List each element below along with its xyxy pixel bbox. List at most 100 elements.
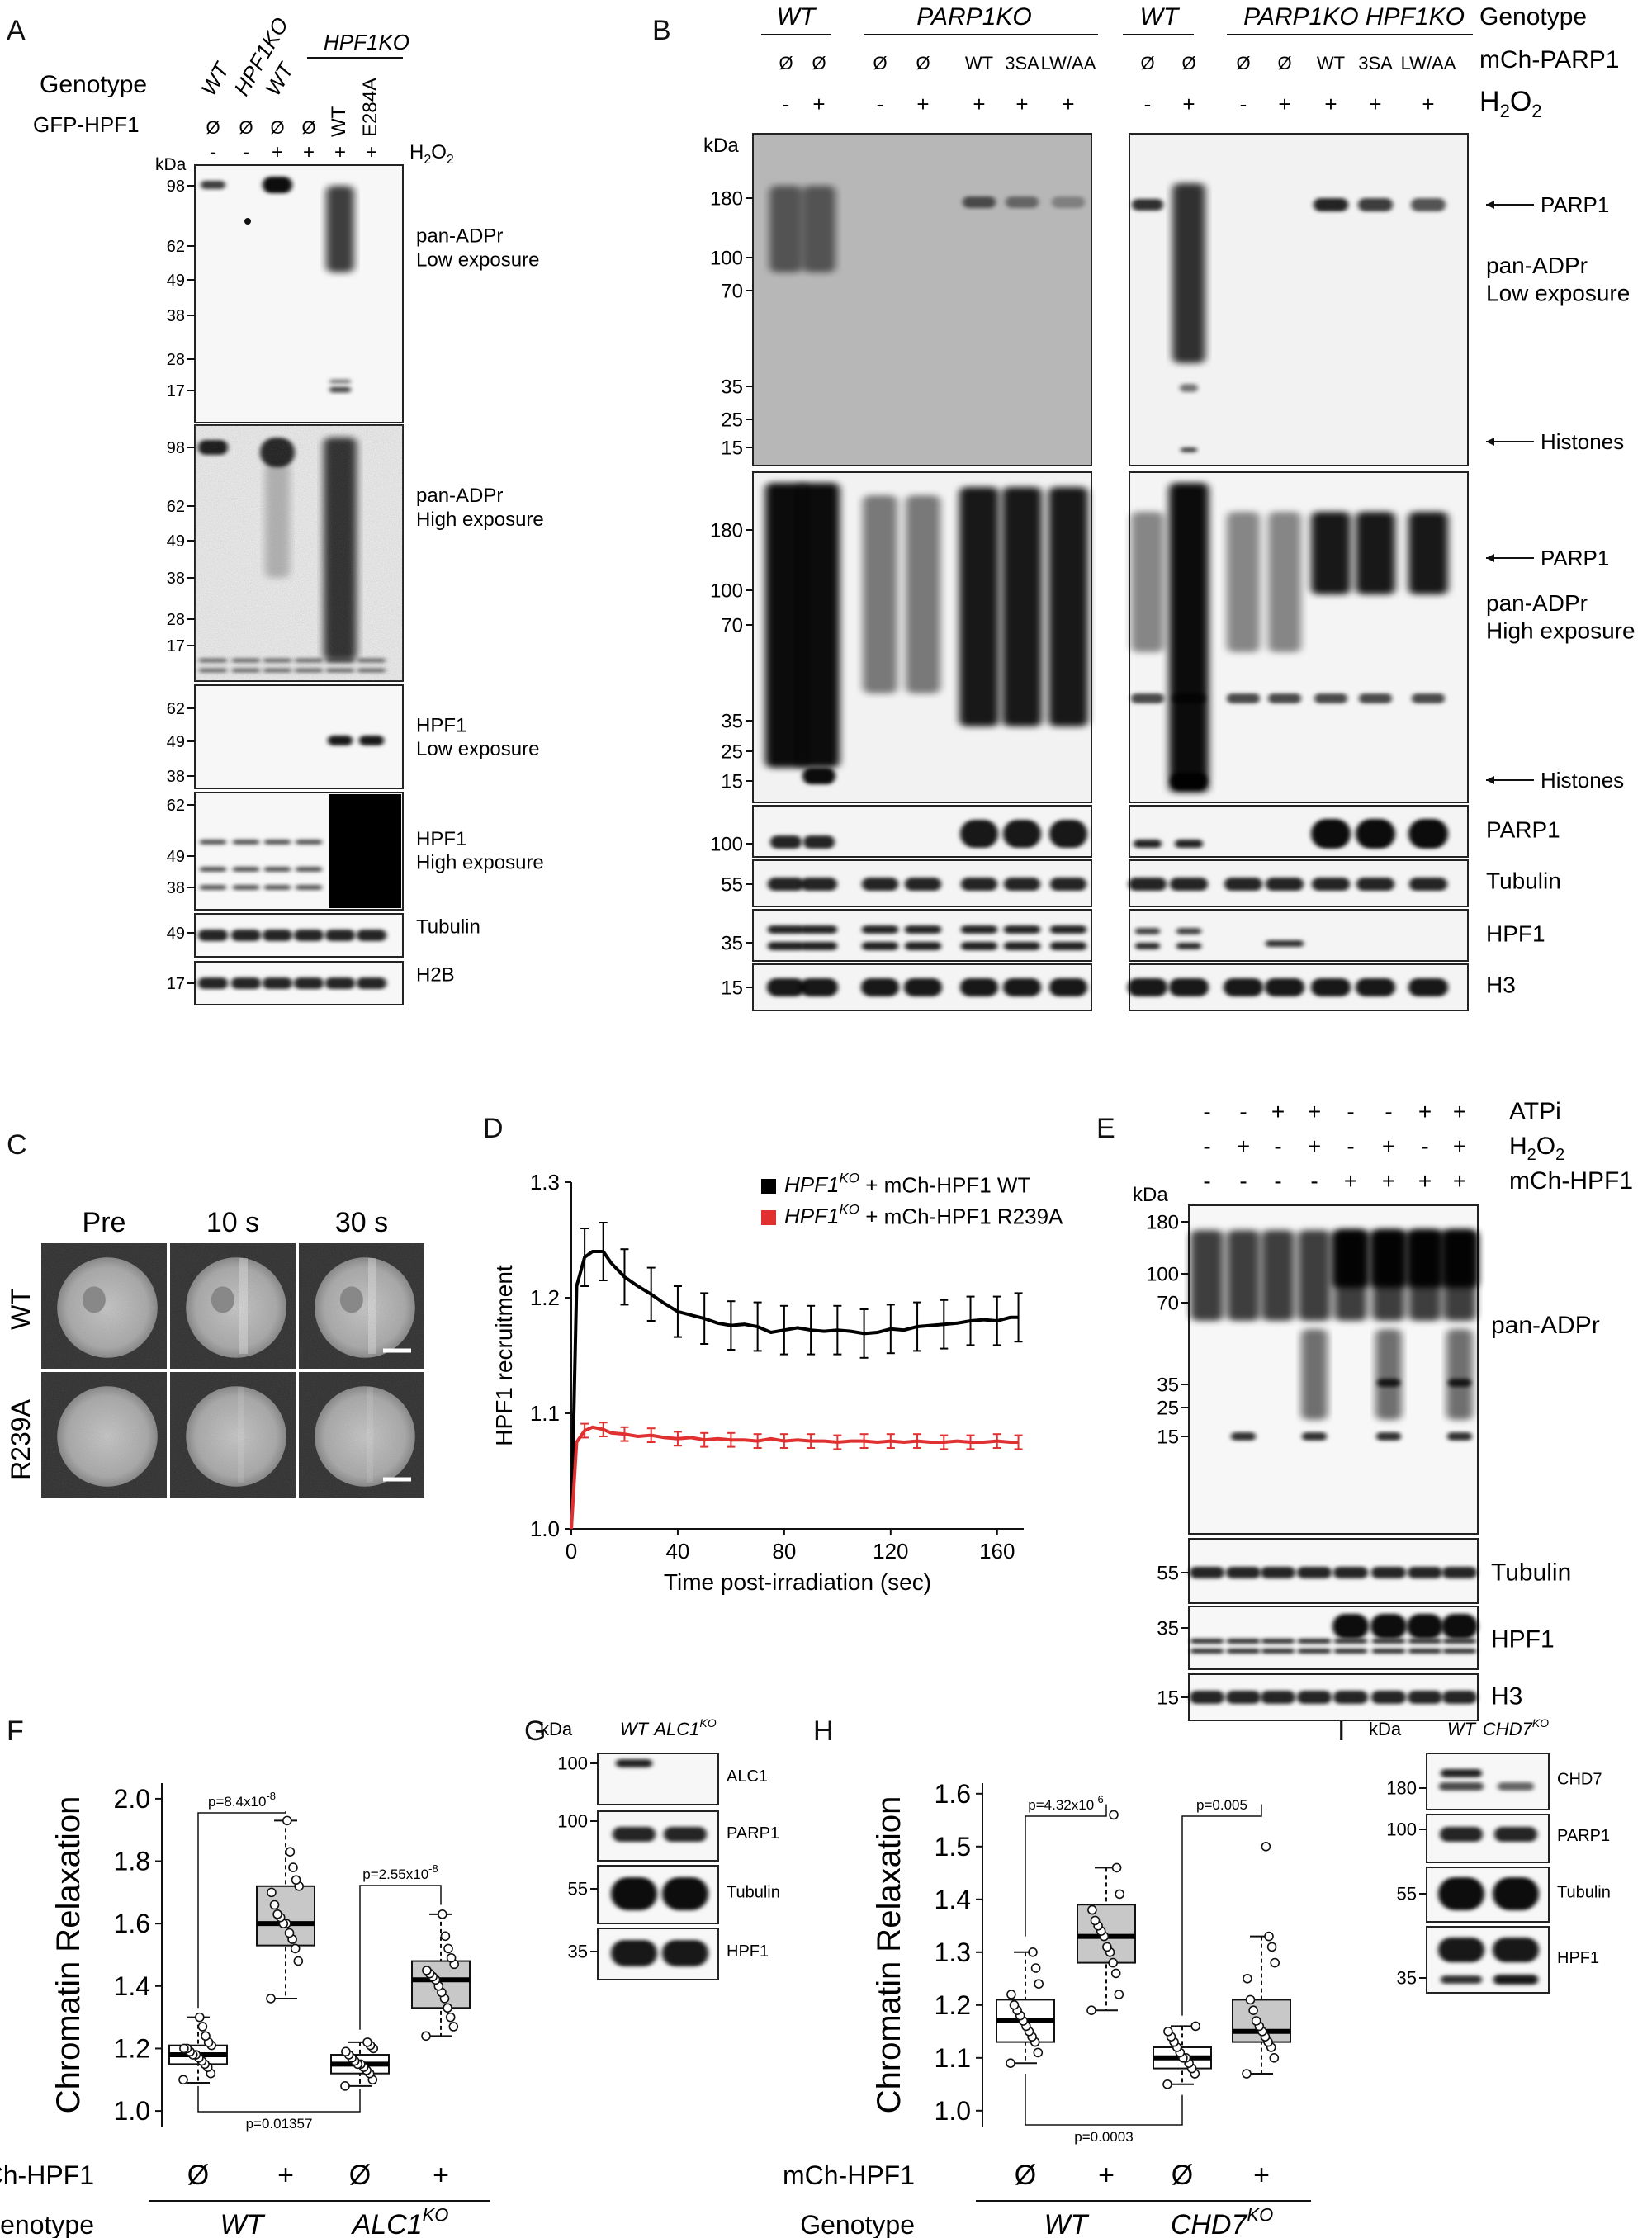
h-data-point: [1102, 1942, 1112, 1952]
b-h2o2-value-l3: -: [877, 92, 884, 116]
band: [801, 878, 837, 891]
ladder-mark-180: 180: [710, 519, 743, 542]
band: [801, 925, 837, 934]
h-data-point: [1264, 1931, 1274, 1942]
a-h2o2-value-5: +: [334, 141, 346, 163]
b-blot-right-h3: [1128, 963, 1469, 1011]
i-blot-label-hpf1: HPF1: [1557, 1949, 1599, 1967]
h-p-value: p=0.005: [1196, 1797, 1247, 1813]
band: [1407, 1614, 1443, 1639]
smear: [1048, 487, 1088, 726]
e-blot-label-pan-adpr: pan-ADPr: [1491, 1312, 1600, 1339]
smear: [769, 186, 802, 272]
smear: [1002, 487, 1042, 726]
band: [233, 885, 259, 890]
b-mch-value-l2: Ø: [812, 53, 826, 73]
ladder-mark-100: 100: [710, 247, 743, 269]
e-h2o2-value-6: +: [1382, 1133, 1395, 1159]
smear: [1261, 1230, 1295, 1321]
g-blot-label-hpf1: HPF1: [727, 1942, 769, 1961]
h-data-point: [1111, 1862, 1122, 1873]
band: [233, 867, 259, 872]
g-blot-alc1-frame: [597, 1753, 719, 1805]
smear: [1227, 1230, 1260, 1321]
ladder-mark-38: 38: [167, 768, 185, 786]
smear: [1370, 1230, 1407, 1288]
band: [1408, 1691, 1442, 1704]
h-data-point: [1110, 1968, 1121, 1979]
b-mch-value-r5: WT: [1317, 53, 1345, 73]
ladder-mark-100: 100: [557, 1753, 588, 1774]
e-mch-hpf1-value-3: -: [1274, 1168, 1281, 1194]
f-sig-bracket: [197, 1811, 286, 2009]
g-column-label-2: ALC1KO: [652, 1716, 716, 1739]
e-mch-hpf1-value-7: +: [1418, 1168, 1432, 1194]
band: [770, 835, 802, 849]
f-p-value: p=8.4x10-8: [208, 1790, 276, 1810]
b-blot-label-6-line-1: H3: [1486, 972, 1516, 998]
b-genotype-label: Genotype: [1479, 3, 1587, 31]
b-mch-value-l1: Ø: [779, 53, 793, 73]
b-h2o2-value-l2: +: [812, 92, 825, 116]
g-blot-alc1: [597, 1753, 719, 1805]
band: [263, 977, 292, 989]
band: [1224, 878, 1262, 891]
b-blot-label-1-line-2: Low exposure: [1486, 280, 1630, 305]
ladder-mark-38: 38: [167, 307, 185, 325]
a-gfp-value-5: WT: [328, 106, 350, 137]
ladder-mark-35: 35: [721, 932, 743, 954]
smear: [765, 483, 807, 768]
band: [1438, 1938, 1484, 1962]
c-col-label-pre: Pre: [83, 1207, 126, 1238]
ladder-mark-35: 35: [1157, 1374, 1179, 1396]
a-blot-label-6-line-1: H2B: [416, 963, 455, 986]
legend-construct: + mCh-HPF1 R239A: [859, 1204, 1063, 1228]
i-blot-label-chd7: CHD7: [1557, 1770, 1602, 1788]
band: [1006, 196, 1039, 208]
f-data-point: [448, 2022, 459, 2032]
b-h2o2-value-r1: -: [1144, 92, 1152, 116]
g-blot-parp1: [597, 1810, 719, 1862]
e-h2o2-value-5: -: [1347, 1133, 1354, 1159]
b-arrow-label-parp1: PARP1: [1541, 192, 1609, 217]
ladder-mark-28: 28: [167, 351, 185, 369]
h-data-point: [1162, 2079, 1172, 2089]
band: [802, 768, 835, 784]
band: [296, 840, 322, 845]
panel-letter-f: F: [7, 1715, 24, 1747]
f-y-tick-label: 1.6: [114, 1909, 150, 1938]
b-mch-value-r4: Ø: [1277, 53, 1291, 73]
smear: [1169, 483, 1209, 793]
h-box-4: [1232, 1842, 1291, 2079]
b-mch-value-l5: WT: [965, 53, 993, 73]
f-data-point: [282, 1815, 292, 1826]
g-blot-label-parp1: PARP1: [727, 1824, 779, 1843]
band: [1443, 1649, 1476, 1654]
band: [1004, 925, 1040, 934]
band: [768, 925, 804, 934]
band: [1226, 1691, 1261, 1704]
f-box-2: [256, 1815, 315, 2004]
f-group-1: WT: [220, 2209, 266, 2238]
h-data-point: [1245, 1994, 1256, 2005]
panel-letter-b: B: [652, 15, 671, 46]
b-mch-value-r7: LW/AA: [1401, 53, 1456, 73]
band: [1440, 1827, 1483, 1842]
f-data-point: [445, 2012, 456, 2023]
ladder-mark-49: 49: [167, 272, 185, 290]
band: [1050, 925, 1086, 934]
f-sig-bracket: [359, 1885, 442, 2030]
d-y-axis-label: HPF1 recruitment: [491, 1265, 517, 1446]
panel-letter-d: D: [483, 1113, 504, 1144]
c-col-label-30-s: 30 s: [335, 1207, 388, 1238]
h-data-point: [1087, 1904, 1097, 1915]
ladder-mark-49: 49: [167, 925, 185, 943]
h-y-tick-label: 1.1: [935, 2043, 971, 2073]
d-line-r239a: [570, 1425, 1019, 1530]
smear: [906, 495, 940, 693]
band: [1172, 693, 1205, 703]
band: [1443, 1639, 1476, 1644]
band: [1132, 199, 1163, 211]
f-box-1: [168, 2012, 228, 2085]
e-atpi-value-3: +: [1271, 1099, 1285, 1124]
